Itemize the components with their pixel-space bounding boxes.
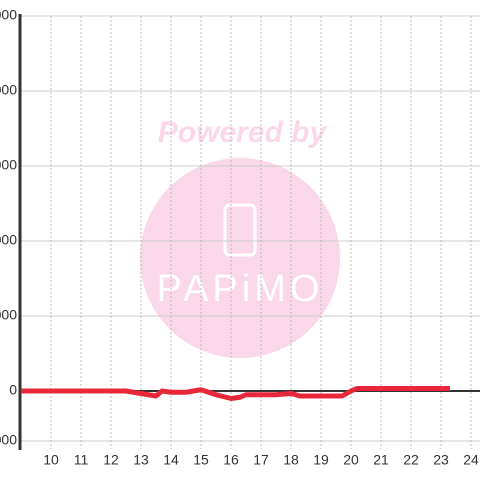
y-tick-label: -20,000: [0, 432, 17, 448]
watermark: Powered by PAPiMO: [140, 116, 340, 358]
y-tick-label: 90,000: [0, 157, 17, 173]
x-tick-label: 23: [433, 452, 449, 468]
x-tick-label: 16: [223, 452, 239, 468]
x-tick-label: 12: [103, 452, 119, 468]
x-tick-label: 14: [163, 452, 179, 468]
y-tick-label: 0: [9, 382, 17, 398]
watermark-text: Powered by: [158, 116, 328, 149]
x-tick-label: 20: [343, 452, 359, 468]
watermark-phone: [223, 203, 257, 257]
x-tick-label: 22: [403, 452, 419, 468]
plot: [21, 386, 450, 401]
x-tick-label: 15: [193, 452, 209, 468]
x-tick-label: 21: [373, 452, 389, 468]
line: [21, 386, 450, 401]
watermark-circle: [140, 158, 340, 358]
x-tick-label: 19: [313, 452, 329, 468]
x-tick-label: 10: [43, 452, 59, 468]
x-tick-label: 24: [463, 452, 479, 468]
x-tick-label: 18: [283, 452, 299, 468]
x-tick-label: 13: [133, 452, 149, 468]
y-tick-label: 150,000: [0, 7, 17, 23]
watermark-logo: PAPiMO: [157, 268, 324, 310]
y-tick-label: 120,000: [0, 82, 17, 98]
x-tick-label: 11: [74, 452, 89, 468]
grid: [21, 15, 480, 449]
y-tick-label: 30,000: [0, 307, 17, 323]
y-tick-label: 60,000: [0, 232, 17, 248]
x-tick-label: 17: [253, 452, 269, 468]
